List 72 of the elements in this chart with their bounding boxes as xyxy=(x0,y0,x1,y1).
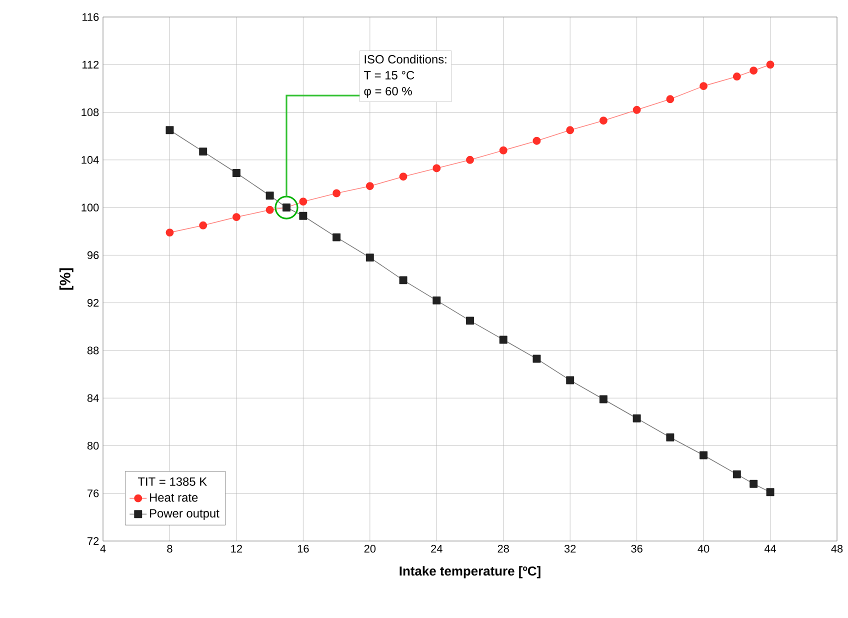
point xyxy=(499,336,508,344)
point xyxy=(366,182,374,190)
y-tick-label: 108 xyxy=(82,108,99,116)
x-tick-label: 20 xyxy=(364,544,376,553)
x-tick-label: 40 xyxy=(698,544,710,553)
x-tick-label: 12 xyxy=(231,544,242,553)
legend-title: TIT = 1385 K xyxy=(138,477,207,486)
point xyxy=(632,414,641,422)
x-tick-label: 24 xyxy=(431,544,442,553)
x-tick-label: 16 xyxy=(298,544,309,553)
y-tick-label: 104 xyxy=(82,156,99,164)
y-tick-label: 96 xyxy=(87,251,99,260)
point xyxy=(332,233,341,242)
point xyxy=(566,376,574,384)
x-tick-label: 4 xyxy=(100,544,106,552)
point xyxy=(700,451,708,460)
point xyxy=(166,228,174,237)
annotation: ISO Conditions: xyxy=(364,54,446,64)
point xyxy=(599,395,608,404)
point xyxy=(566,126,574,134)
point xyxy=(399,172,408,181)
point xyxy=(232,169,240,177)
x-tick-label: 36 xyxy=(631,544,642,553)
y-axis-title: [%] xyxy=(59,268,74,290)
y-tick-label: 92 xyxy=(87,298,99,307)
point xyxy=(432,164,441,172)
point xyxy=(599,116,608,125)
legend-label: Power output xyxy=(150,509,220,520)
point xyxy=(532,136,541,145)
x-tick-label: 32 xyxy=(564,544,576,553)
y-tick-label: 100 xyxy=(82,204,99,212)
y-tick-label: 116 xyxy=(82,13,99,21)
point xyxy=(266,192,274,200)
annotation: T = 15 °C xyxy=(364,71,414,80)
point xyxy=(499,146,508,154)
x-axis-title: Intake temperature [ºC] xyxy=(400,566,540,578)
point xyxy=(299,198,308,206)
legend-label: Heat rate xyxy=(150,493,198,502)
point xyxy=(366,254,374,262)
point xyxy=(666,95,674,104)
annotation: φ = 60 % xyxy=(364,86,412,98)
x-tick-label: 28 xyxy=(498,544,509,553)
point xyxy=(766,488,774,496)
y-tick-label: 112 xyxy=(82,60,99,68)
point xyxy=(432,296,441,304)
y-tick-label: 72 xyxy=(88,537,99,545)
point xyxy=(750,480,758,488)
y-tick-label: 84 xyxy=(87,394,99,402)
point xyxy=(399,276,408,284)
point xyxy=(466,156,474,164)
x-tick-label: 44 xyxy=(764,544,776,552)
point xyxy=(750,66,758,75)
point xyxy=(732,72,741,81)
point xyxy=(299,212,308,220)
point xyxy=(766,60,774,69)
point xyxy=(666,433,674,442)
x-tick-label: 8 xyxy=(167,544,172,553)
point xyxy=(166,126,174,134)
point xyxy=(632,106,641,114)
point xyxy=(732,470,741,478)
y-tick-label: 76 xyxy=(88,489,99,498)
y-tick-label: 88 xyxy=(87,346,99,354)
point xyxy=(199,221,208,230)
point xyxy=(199,148,208,156)
point xyxy=(266,206,274,214)
x-tick-label: 48 xyxy=(831,544,843,553)
y-tick-label: 80 xyxy=(87,442,99,450)
point xyxy=(700,82,708,90)
point xyxy=(232,213,240,222)
point xyxy=(332,189,341,198)
point xyxy=(532,354,541,363)
point xyxy=(466,316,474,325)
